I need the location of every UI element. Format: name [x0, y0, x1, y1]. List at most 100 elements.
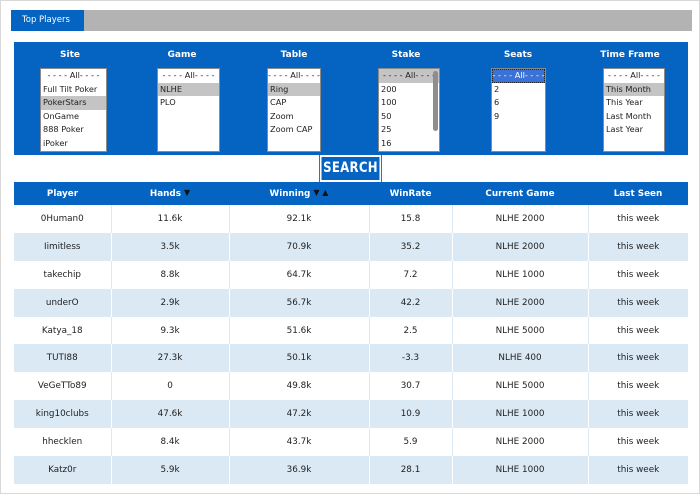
filter-stake: Stake - - - - All- - - -200 100 50 25 16	[350, 42, 462, 155]
time-frame-option[interactable]: Last Year	[606, 124, 643, 135]
player-name[interactable]: hhecklen	[14, 428, 112, 457]
column-header-label: WinRate	[389, 188, 432, 199]
sort-desc-icon[interactable]: ▼	[183, 188, 191, 197]
seats-option[interactable]: 2	[494, 83, 500, 94]
time-frame-option[interactable]: - - - - All- - - -	[607, 70, 660, 80]
column-header-current-game[interactable]: Current Game	[452, 182, 588, 205]
site-option[interactable]: PokerStars	[41, 96, 106, 110]
table-listbox[interactable]: - - - - All- - - - Ring CAP Zoom Zoom CAP	[267, 68, 321, 152]
hands-value: 2.9k	[111, 288, 230, 317]
filter-label: Stake	[391, 50, 421, 60]
column-header-last-seen[interactable]: Last Seen	[588, 182, 688, 205]
player-name[interactable]: Iimitless	[14, 232, 112, 261]
table-row[interactable]: takechip 8.8k 64.7k 7.2 NLHE 1000 this week	[14, 260, 688, 289]
site-option[interactable]: 888 Poker	[43, 124, 84, 135]
winning-value: 92.1k	[229, 205, 370, 233]
table-row[interactable]: 0Human0 11.6k 92.1k 15.8 NLHE 2000 this week	[14, 205, 688, 233]
current-game: NLHE 5000	[452, 372, 589, 401]
last-seen: this week	[588, 316, 688, 345]
winrate-value: 7.2	[369, 260, 453, 289]
column-header-hands[interactable]: Hands ▼	[111, 182, 229, 205]
winning-value: 43.7k	[229, 428, 370, 457]
hands-value: 11.6k	[111, 205, 230, 233]
column-header-label: Last Seen	[613, 188, 663, 199]
last-seen: this week	[588, 372, 688, 401]
game-listbox[interactable]: - - - - All- - - - NLHE PLO	[157, 68, 220, 152]
seats-option[interactable]: 6	[494, 97, 500, 108]
last-seen: this week	[588, 344, 688, 373]
column-header-winning[interactable]: Winning ▼ ▲	[229, 182, 369, 205]
player-name[interactable]: takechip	[14, 260, 112, 289]
table-row[interactable]: underO 2.9k 56.7k 42.2 NLHE 2000 this week	[14, 288, 688, 317]
table-row[interactable]: Katz0r 5.9k 36.9k 28.1 NLHE 1000 this week	[14, 456, 688, 484]
time-frame-option[interactable]: This Month	[604, 82, 664, 97]
time-frame-listbox[interactable]: - - - - All- - - - This Month This Year Las…	[603, 68, 665, 152]
site-option[interactable]: - - - - All- - - -	[47, 70, 100, 80]
site-option[interactable]: Full Tilt Poker	[43, 83, 98, 94]
top-players-table: Player Hands ▼ Winning ▼ ▲ WinRate Current Gam…	[14, 182, 688, 484]
column-header-label: Player	[46, 188, 79, 199]
search-button[interactable]: SEARCH	[318, 154, 383, 183]
scrollbar-thumb[interactable]	[433, 71, 438, 131]
tab-strip: Top Players	[11, 10, 692, 31]
site-listbox[interactable]: - - - - All- - - - Full Tilt Poker PokerSt…	[40, 68, 107, 152]
table-row[interactable]: king10clubs 47.6k 47.2k 10.9 NLHE 1000 this w…	[14, 400, 688, 429]
player-name[interactable]: underO	[14, 288, 112, 317]
search-bar: SEARCH	[14, 154, 688, 183]
winning-value: 64.7k	[229, 260, 370, 289]
seats-option[interactable]: 9	[494, 110, 500, 121]
last-seen: this week	[588, 260, 688, 289]
hands-value: 9.3k	[111, 316, 230, 345]
time-frame-option[interactable]: This Year	[606, 97, 643, 108]
table-option[interactable]: Zoom	[270, 110, 294, 121]
tab-top-players[interactable]: Top Players	[11, 10, 84, 31]
game-option[interactable]: - - - - All- - - -	[162, 70, 215, 80]
current-game: NLHE 1000	[452, 260, 589, 289]
current-game: NLHE 2000	[452, 205, 589, 233]
filter-label: Seats	[503, 50, 533, 60]
column-header-winrate[interactable]: WinRate	[369, 182, 452, 205]
column-header-player[interactable]: Player	[14, 182, 111, 205]
table-row[interactable]: hhecklen 8.4k 43.7k 5.9 NLHE 2000 this week	[14, 428, 688, 457]
winrate-value: 42.2	[369, 288, 453, 317]
stake-listbox[interactable]: - - - - All- - - -200 100 50 25 16	[378, 68, 440, 152]
stake-option[interactable]: 200	[381, 83, 397, 94]
seats-option[interactable]: - - - - All- - - -	[492, 69, 545, 83]
site-option[interactable]: iPoker	[43, 137, 68, 148]
table-row[interactable]: TUTI88 27.3k 50.1k -3.3 NLHE 400 this week	[14, 344, 688, 373]
table-option[interactable]: Zoom CAP	[270, 124, 313, 135]
filter-site: Site - - - - All- - - - Full Tilt Poker Pok…	[14, 42, 126, 155]
sort-desc-asc-icon[interactable]: ▼ ▲	[313, 188, 329, 197]
table-option[interactable]: - - - - All- - - -	[268, 70, 321, 80]
site-option[interactable]: OnGame	[43, 110, 80, 121]
winning-value: 50.1k	[229, 344, 370, 373]
seats-listbox[interactable]: - - - - All- - - -2 6 9	[491, 68, 546, 152]
last-seen: this week	[588, 232, 688, 261]
player-name[interactable]: TUTI88	[14, 344, 112, 373]
stake-option[interactable]: 100	[381, 97, 397, 108]
player-name[interactable]: Katz0r	[14, 456, 112, 484]
table-row[interactable]: Katya_18 9.3k 51.6k 2.5 NLHE 5000 this week	[14, 316, 688, 345]
table-option[interactable]: CAP	[270, 97, 287, 108]
player-name[interactable]: Katya_18	[14, 316, 112, 345]
player-name[interactable]: 0Human0	[14, 205, 112, 233]
stake-option[interactable]: 50	[381, 110, 392, 121]
game-option[interactable]: NLHE	[158, 82, 219, 97]
table-row[interactable]: VeGeTTo89 0 49.8k 30.7 NLHE 5000 this week	[14, 372, 688, 401]
table-row[interactable]: Iimitless 3.5k 70.9k 35.2 NLHE 2000 this week	[14, 232, 688, 261]
table-option[interactable]: Ring	[268, 82, 320, 97]
player-name[interactable]: VeGeTTo89	[14, 372, 112, 401]
current-game: NLHE 1000	[452, 456, 589, 484]
time-frame-option[interactable]: Last Month	[606, 110, 652, 121]
current-game: NLHE 2000	[452, 428, 589, 457]
winrate-value: 15.8	[369, 205, 453, 233]
last-seen: this week	[588, 456, 688, 484]
game-option[interactable]: PLO	[160, 97, 176, 108]
stake-option[interactable]: 16	[381, 137, 392, 148]
player-name[interactable]: king10clubs	[14, 400, 112, 429]
stake-option[interactable]: - - - - All- - - -	[379, 69, 439, 83]
hands-value: 8.4k	[111, 428, 230, 457]
last-seen: this week	[588, 400, 688, 429]
stake-option[interactable]: 25	[381, 124, 392, 135]
